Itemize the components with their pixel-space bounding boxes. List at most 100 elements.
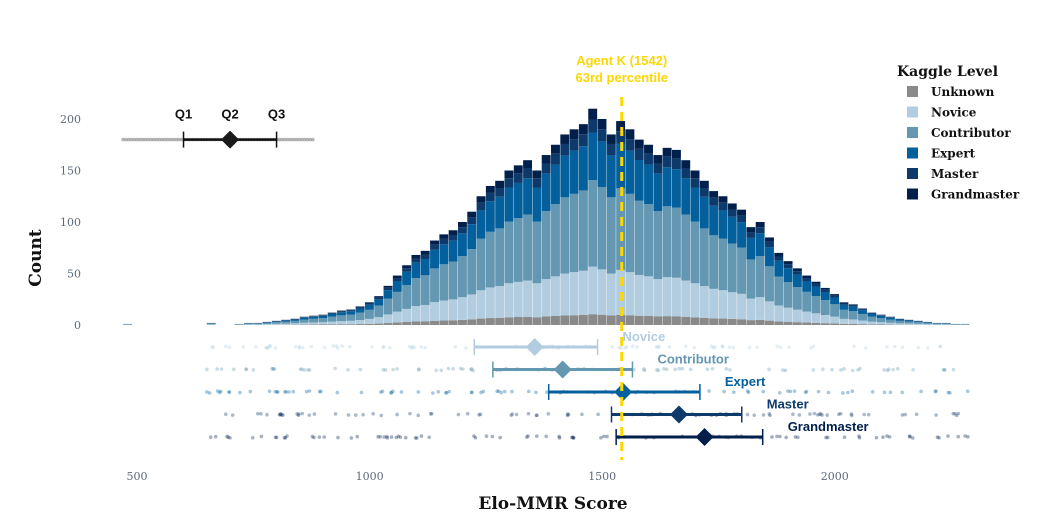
bar-segment-novice <box>374 317 384 324</box>
level-point <box>225 434 229 439</box>
bar-segment-expert <box>904 320 914 322</box>
level-point <box>953 412 957 416</box>
level-point <box>617 345 621 350</box>
level-point <box>812 411 817 416</box>
bar-segment-grandmaster <box>402 265 412 269</box>
bar-segment-expert <box>551 164 560 205</box>
level-point <box>273 435 278 440</box>
level-point <box>309 344 313 349</box>
level-point <box>858 366 862 371</box>
bar-segment-novice <box>299 322 309 325</box>
bar-segment-contributor <box>253 323 263 325</box>
level-point <box>205 367 209 372</box>
level-point <box>778 434 782 439</box>
level-point <box>882 368 886 372</box>
bar-segment-grandmaster <box>337 310 346 312</box>
bar-segment-unknown <box>811 322 821 325</box>
bar-segment-novice <box>523 280 533 317</box>
level-point <box>469 390 474 395</box>
bar-segment-contributor <box>402 284 412 309</box>
bar-segment-unknown <box>346 324 356 325</box>
level-point <box>599 436 603 440</box>
bar-segment-expert <box>374 299 384 306</box>
bar-segment-master <box>457 227 467 234</box>
level-point <box>892 344 897 349</box>
bar-segment-contributor <box>895 320 905 324</box>
bar-segment-contributor <box>811 296 821 314</box>
level-point <box>458 366 463 371</box>
level-point <box>276 390 280 394</box>
bar-segment-contributor <box>337 315 346 322</box>
overall-point <box>280 137 284 142</box>
level-point <box>266 346 270 350</box>
level-point <box>839 368 843 372</box>
bar-segment-contributor <box>718 238 728 291</box>
bar-segment-master <box>662 156 672 168</box>
level-point <box>602 434 606 439</box>
level-point <box>218 389 223 394</box>
level-point <box>509 413 513 418</box>
level-point <box>410 344 415 349</box>
level-point <box>526 411 531 416</box>
level-median-diamond <box>525 338 544 356</box>
level-point <box>610 345 614 349</box>
bar-segment-grandmaster <box>551 144 560 154</box>
bar-segment-expert <box>457 233 467 256</box>
bar-segment-grandmaster <box>448 230 458 235</box>
bar-segment-novice <box>262 324 272 325</box>
bar-segment-expert <box>485 201 495 232</box>
bar-segment-expert <box>495 196 505 229</box>
level-point <box>747 345 752 350</box>
bar-segment-master <box>467 217 477 225</box>
bar-segment-grandmaster <box>681 160 691 169</box>
bar-segment-expert <box>755 233 765 256</box>
level-point <box>732 390 736 394</box>
legend-swatch <box>907 106 918 118</box>
level-point <box>857 435 862 440</box>
bar-segment-novice <box>448 299 458 321</box>
overall-point <box>302 137 307 142</box>
bar-segment-unknown <box>718 318 728 325</box>
level-point <box>863 346 868 350</box>
bar-segment-expert <box>858 310 867 314</box>
bar-segment-contributor <box>271 322 281 324</box>
level-point <box>296 413 301 417</box>
overall-point <box>126 137 131 142</box>
bar-segment-grandmaster <box>644 144 653 154</box>
level-point <box>295 412 299 416</box>
level-median-diamond <box>553 360 572 379</box>
bar-segment-master <box>318 315 328 316</box>
level-point <box>378 390 383 394</box>
bar-segment-novice <box>541 279 551 317</box>
level-point <box>720 344 725 349</box>
bar-segment-novice <box>281 323 291 325</box>
bar-segment-unknown <box>588 314 598 325</box>
bar-segment-novice <box>876 322 886 325</box>
y-tick-label: 100 <box>60 216 81 229</box>
level-point <box>767 367 771 372</box>
bar-segment-grandmaster <box>690 170 700 179</box>
level-point <box>934 413 938 417</box>
bar-segment-master <box>755 227 765 234</box>
bar-segment-expert <box>606 155 616 198</box>
bar-segment-master <box>727 209 737 217</box>
level-point <box>534 390 538 395</box>
level-label: Master <box>767 397 809 412</box>
level-point <box>331 344 335 348</box>
bar-segment-grandmaster <box>411 254 421 259</box>
bar-segment-unknown <box>848 323 858 325</box>
bar-segment-expert <box>439 244 449 265</box>
x-tick-label: 1000 <box>356 470 384 483</box>
overall-point <box>291 137 296 142</box>
overall-point <box>299 137 304 142</box>
overall-point <box>311 137 315 142</box>
bar-segment-expert <box>271 321 281 323</box>
level-point <box>881 435 885 440</box>
level-point <box>825 413 829 417</box>
level-point <box>231 367 236 372</box>
bar-segment-unknown <box>551 315 560 325</box>
bar-segment-grandmaster <box>737 209 747 216</box>
level-point <box>502 389 507 394</box>
level-point <box>761 389 765 394</box>
bar-segment-master <box>309 316 319 317</box>
